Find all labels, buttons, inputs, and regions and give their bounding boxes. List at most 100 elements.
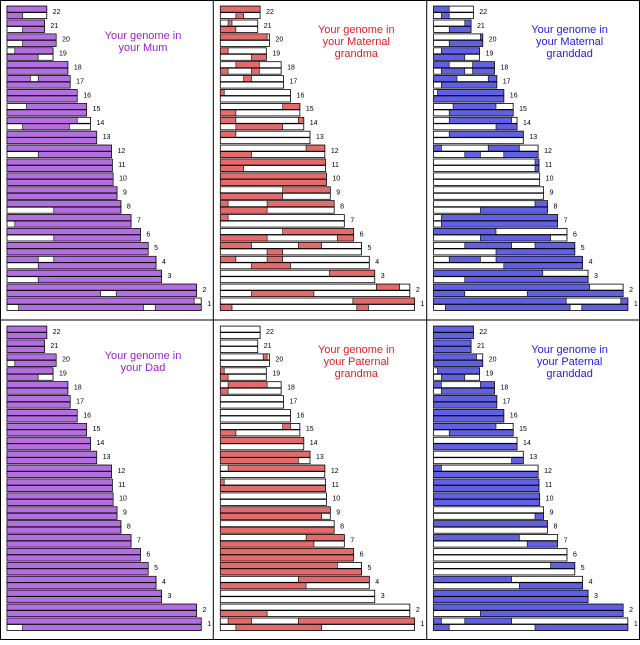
inherited-segment	[6, 492, 114, 500]
inherited-segment	[6, 332, 48, 339]
chromosome-label: 4	[162, 579, 166, 586]
chromosome-label: 12	[331, 468, 339, 475]
chromosome-label: 3	[381, 593, 385, 600]
inherited-segment	[220, 179, 327, 186]
inherited-segment	[6, 200, 122, 207]
chromosome-label: 2	[203, 287, 207, 294]
panel-title: granddad	[546, 48, 593, 60]
inherited-segment	[297, 575, 370, 583]
chromosome-label: 3	[594, 593, 598, 600]
inherited-segment	[14, 47, 54, 55]
inherited-segment	[220, 512, 323, 520]
chromosome-strand	[433, 450, 524, 458]
chromosome-label: 5	[581, 565, 585, 572]
chromosome-strand	[219, 395, 284, 403]
inherited-segment	[6, 596, 162, 604]
inherited-segment	[620, 297, 629, 305]
inherited-segment	[441, 387, 495, 395]
chromosome-label: 18	[74, 385, 82, 392]
inherited-segment	[472, 67, 495, 75]
inherited-segment	[220, 429, 237, 437]
chromosome-label: 1	[634, 301, 638, 308]
chromosome-strand	[219, 589, 376, 597]
panel-title: Your genome in	[105, 30, 182, 42]
inherited-segment	[6, 582, 157, 590]
inherited-segment	[534, 242, 576, 249]
inherited-segment	[26, 103, 87, 110]
chromosome-label: 10	[119, 496, 127, 503]
chromosome-label: 11	[332, 482, 339, 489]
chromosome-strand	[219, 248, 362, 256]
inherited-segment	[251, 290, 315, 297]
chromosome-label: 14	[310, 120, 318, 127]
inherited-segment	[433, 534, 520, 541]
inherited-segment	[6, 33, 57, 41]
inherited-segment	[441, 47, 480, 55]
chromosome-label: 21	[264, 343, 272, 350]
inherited-segment	[480, 381, 495, 389]
chromosome-label: 9	[336, 190, 340, 197]
chromosome-strand	[433, 464, 539, 472]
chromosome-strand	[433, 200, 548, 208]
inherited-segment	[6, 443, 91, 451]
inherited-segment	[336, 234, 354, 242]
inherited-segment	[6, 5, 48, 13]
chromosome-strand	[219, 422, 301, 430]
inherited-segment	[6, 526, 122, 534]
chromosome-label: 18	[74, 65, 82, 72]
chromosome-label: 8	[127, 204, 131, 211]
inherited-segment	[441, 373, 466, 381]
inherited-segment	[53, 206, 122, 214]
chromosome-strand	[219, 346, 259, 353]
inherited-segment	[220, 242, 252, 249]
inherited-segment	[6, 381, 69, 389]
inherited-segment	[154, 304, 202, 311]
inherited-segment	[534, 200, 548, 207]
inherited-segment	[220, 373, 229, 381]
inherited-segment	[220, 151, 252, 158]
chromosome-strand	[433, 457, 524, 465]
chromosome-label: 14	[96, 440, 104, 447]
chromosome-label: 3	[167, 273, 171, 280]
inherited-segment	[220, 33, 268, 41]
chromosome-label: 17	[503, 398, 511, 405]
chromosome-label: 17	[289, 78, 297, 85]
inherited-segment	[433, 332, 474, 339]
panel-title: your Maternal	[536, 36, 603, 48]
chromosome-strand	[433, 506, 544, 514]
inherited-segment	[487, 75, 498, 82]
inherited-segment	[220, 26, 237, 33]
inherited-segment	[220, 109, 237, 117]
inherited-segment	[433, 401, 498, 409]
inherited-segment	[6, 603, 197, 611]
inherited-segment	[220, 554, 354, 562]
chromosome-strand	[219, 89, 291, 96]
inherited-segment	[22, 26, 45, 33]
inherited-segment	[6, 12, 23, 19]
inherited-segment	[14, 220, 132, 228]
chromosome-label: 1	[634, 621, 638, 628]
inherited-segment	[480, 234, 551, 242]
inherited-segment	[6, 255, 39, 263]
inherited-segment	[22, 123, 70, 131]
inherited-segment	[6, 53, 39, 61]
chromosome-label: 6	[146, 551, 150, 558]
inherited-segment	[487, 144, 520, 152]
chromosome-label: 7	[137, 537, 141, 544]
inherited-segment	[6, 67, 69, 75]
chromosome-label: 5	[367, 245, 371, 252]
inherited-segment	[6, 172, 114, 180]
inherited-segment	[352, 297, 415, 305]
panel-title: your Dad	[121, 362, 166, 374]
inherited-segment	[433, 360, 484, 367]
inherited-segment	[6, 346, 45, 353]
chromosome-label: 18	[500, 385, 508, 392]
panel-title: your Paternal	[537, 356, 602, 368]
chromosome-strand	[433, 12, 474, 19]
chromosome-label: 22	[266, 329, 274, 336]
chromosome-label: 13	[529, 454, 537, 461]
inherited-segment	[433, 283, 590, 291]
chromosome-label: 16	[297, 412, 305, 419]
inherited-segment	[441, 67, 466, 75]
inherited-segment	[433, 269, 544, 277]
